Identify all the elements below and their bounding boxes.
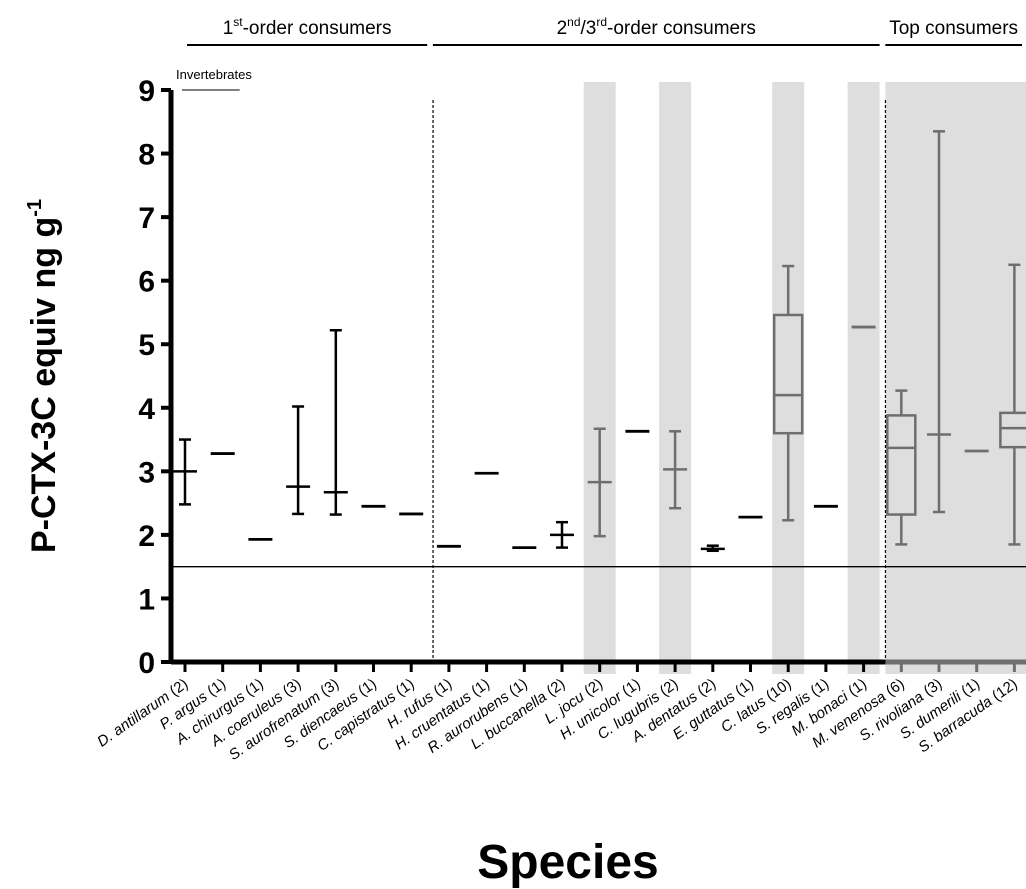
y-axis-label-sup: -1 (24, 199, 46, 217)
y-tick-label: 3 (138, 456, 155, 489)
axes: 0 1 2 3 4 5 6 7 8 9 Invertebrates (138, 67, 1026, 680)
series-mark (587, 427, 612, 538)
shade-top-consumers (885, 82, 1026, 674)
group-label-part: 2 (557, 18, 568, 39)
y-tick-label: 4 (138, 393, 155, 426)
invertebrates-label: Invertebrates (176, 67, 252, 82)
series-mark (886, 389, 917, 546)
y-tick-label: 0 (138, 647, 155, 680)
series-mark (927, 130, 951, 514)
y-tick-label: 9 (138, 75, 155, 108)
box (999, 411, 1026, 449)
group-label-part: /3 (581, 18, 597, 39)
y-tick-label: 7 (138, 202, 155, 235)
group-label-part: 1 (223, 18, 234, 39)
group-label-sup: st (233, 15, 243, 29)
group-label-part: Top consumers (889, 18, 1018, 39)
series-mark (663, 430, 688, 510)
y-tick-label: 8 (138, 139, 155, 172)
box (886, 414, 917, 516)
series-mark (286, 405, 311, 516)
group-headers: 1st-order consumers 2nd/3rd-order consume… (187, 15, 1022, 46)
group-label-part: -order consumers (243, 18, 392, 39)
shade-band (847, 82, 880, 674)
shade-band (772, 82, 805, 674)
data-marks (173, 130, 1026, 553)
group-label: 1st-order consumers (223, 15, 392, 39)
series-mark (173, 438, 197, 506)
series-mark (999, 263, 1026, 546)
y-tick-label: 5 (138, 329, 155, 362)
y-axis-label: P-CTX-3C equiv ng g-1 (24, 199, 63, 553)
box (772, 313, 804, 435)
x-axis-label: Species (477, 836, 658, 889)
y-tick-label: 6 (138, 266, 155, 299)
category-labels: D. antillarum (2)P. argus (1)A. chirurgu… (94, 675, 1021, 764)
y-tick-label: 1 (138, 583, 155, 616)
shade-band (583, 82, 616, 674)
series-mark (550, 520, 574, 549)
y-axis-label-main: P-CTX-3C equiv ng g (25, 217, 63, 553)
shading-layer (583, 82, 1026, 674)
series-mark (700, 544, 725, 553)
group-label: Top consumers (889, 18, 1018, 39)
shade-band (659, 82, 692, 674)
group-label: 2nd/3rd-order consumers (557, 15, 756, 39)
y-tick-label: 2 (138, 520, 155, 553)
group-label-part: -order consumers (607, 18, 756, 39)
group-label-sup: rd (596, 15, 607, 29)
series-mark (323, 328, 348, 516)
series-mark (772, 264, 804, 522)
group-label-sup: nd (567, 15, 580, 29)
